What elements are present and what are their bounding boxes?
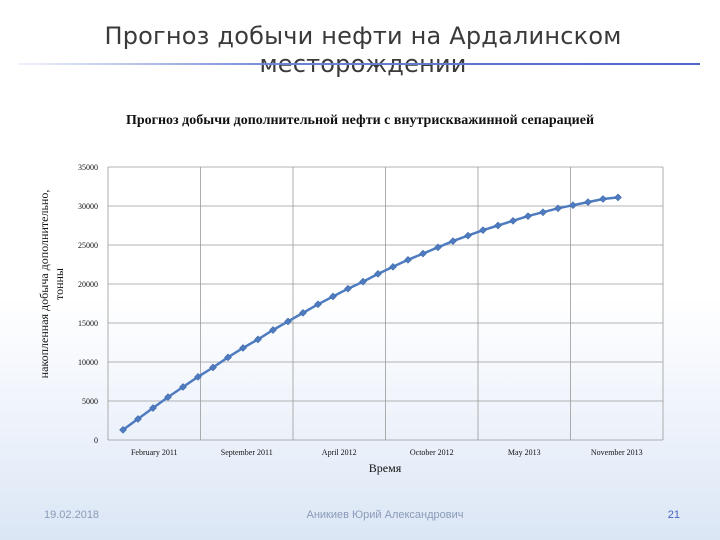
- y-tick-label: 25000: [78, 241, 98, 250]
- data-point: [224, 353, 232, 362]
- data-point: [404, 255, 412, 264]
- y-tick-label: 35000: [78, 163, 98, 172]
- series-line: [122, 196, 619, 431]
- x-tick-label: February 2011: [131, 448, 178, 457]
- data-point: [614, 193, 622, 202]
- data-point: [494, 221, 502, 230]
- x-tick-label: April 2012: [322, 448, 357, 457]
- data-point: [194, 372, 202, 381]
- x-tick-label: September 2011: [221, 448, 273, 457]
- data-point: [284, 317, 292, 326]
- y-axis-label: накопленная добыча дополнительно,тонны: [37, 190, 66, 379]
- data-point: [119, 426, 127, 434]
- y-tick-label: 15000: [78, 319, 98, 328]
- data-point: [329, 292, 337, 301]
- x-tick-label: October 2012: [410, 448, 454, 457]
- data-point: [299, 309, 307, 317]
- data-point: [134, 415, 142, 423]
- data-point: [539, 208, 547, 217]
- data-point: [449, 237, 457, 245]
- y-tick-label: 30000: [78, 202, 98, 211]
- data-point: [524, 212, 532, 220]
- page-number: 21: [667, 509, 680, 521]
- data-point: [239, 344, 247, 352]
- data-point: [554, 204, 562, 213]
- title-divider: [18, 63, 700, 65]
- y-tick-label: 10000: [78, 358, 98, 367]
- footer-author: Аникиев Юрий Александрович: [306, 509, 464, 521]
- x-axis-label: Время: [369, 461, 402, 475]
- line-chart: Прогноз добычи дополнительной нефти с вн…: [37, 113, 664, 475]
- data-point: [479, 226, 487, 235]
- data-point: [434, 243, 442, 252]
- data-point: [314, 300, 322, 309]
- data-point: [149, 404, 157, 412]
- footer-date: 19.02.2018: [44, 509, 100, 521]
- data-point: [509, 216, 517, 225]
- data-point: [269, 326, 277, 334]
- data-point: [584, 198, 592, 206]
- data-point: [359, 277, 367, 286]
- x-tick-label: November 2013: [591, 448, 643, 457]
- data-point: [599, 195, 607, 203]
- data-point: [344, 284, 352, 293]
- data-point: [209, 363, 217, 372]
- y-tick-label: 0: [94, 436, 98, 445]
- x-tick-label: May 2013: [508, 448, 541, 457]
- data-point: [179, 383, 187, 391]
- data-point: [374, 270, 382, 278]
- data-point: [254, 335, 262, 344]
- data-point: [164, 393, 172, 401]
- data-point: [389, 263, 397, 271]
- y-tick-label: 20000: [78, 280, 98, 289]
- chart-title: Прогноз добычи дополнительной нефти с вн…: [126, 113, 594, 128]
- y-tick-label: 5000: [82, 397, 98, 406]
- data-point: [419, 249, 427, 258]
- data-point: [569, 201, 577, 210]
- data-point: [464, 231, 472, 240]
